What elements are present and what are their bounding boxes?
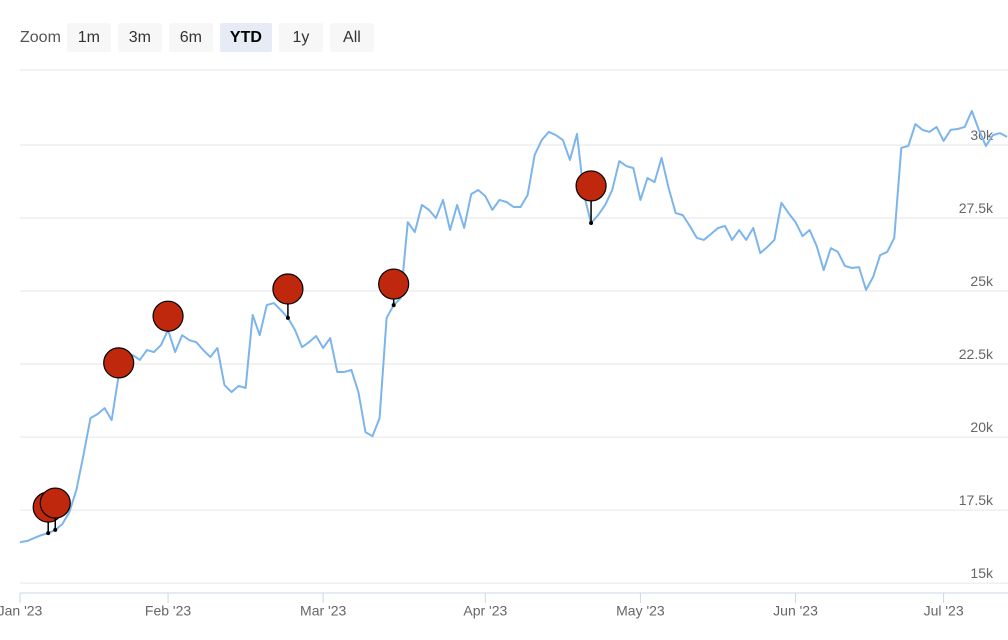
- y-tick-label: 30k: [970, 127, 994, 143]
- zoom-button[interactable]: 1m: [66, 23, 111, 52]
- x-tick-label: Jul '23: [924, 603, 964, 619]
- x-tick-label: Mar '23: [300, 603, 346, 619]
- zoom-button[interactable]: 1y: [278, 23, 323, 52]
- y-tick-label: 20k: [970, 419, 994, 435]
- flag-anchor: [46, 531, 51, 536]
- zoom-button[interactable]: All: [329, 23, 374, 52]
- line: [19, 109, 1008, 544]
- zoom-label: Zoom: [20, 28, 61, 46]
- flag-anchor: [53, 527, 58, 532]
- zoom-button[interactable]: 6m: [168, 23, 213, 52]
- zoom-button[interactable]: 3m: [117, 23, 162, 52]
- x-tick-label: Feb '23: [145, 603, 191, 619]
- x-tick-label: May '23: [616, 603, 665, 619]
- flag-anchor: [589, 221, 594, 226]
- y-tick-label: 27.5k: [959, 200, 994, 216]
- flag-anchor: [285, 315, 290, 320]
- range-selector: Zoom 1m 3m 6m YTD 1y All: [20, 23, 381, 52]
- flag-anchor: [391, 303, 396, 308]
- y-tick-label: 17.5k: [959, 492, 994, 508]
- flag: [378, 268, 410, 300]
- flag: [152, 300, 184, 332]
- y-tick-label: 22.5k: [959, 346, 994, 362]
- x-tick-label: Jan '23: [0, 603, 43, 619]
- flag: [39, 487, 71, 519]
- flag: [272, 273, 304, 305]
- x-tick-label: Apr '23: [463, 603, 507, 619]
- flag: [575, 170, 607, 202]
- flag: [103, 347, 135, 379]
- zoom-button[interactable]: YTD: [219, 23, 272, 52]
- y-tick-label: 25k: [970, 273, 994, 289]
- y-tick-label: 15k: [970, 565, 994, 581]
- x-tick-label: Jun '23: [773, 603, 818, 619]
